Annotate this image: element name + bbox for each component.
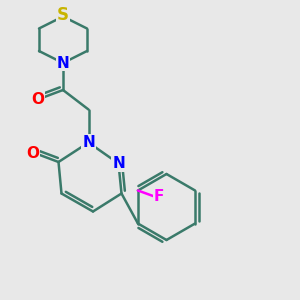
- Text: N: N: [57, 56, 69, 70]
- Text: F: F: [154, 189, 164, 204]
- Text: N: N: [82, 135, 95, 150]
- Text: S: S: [57, 6, 69, 24]
- Text: O: O: [31, 92, 44, 106]
- Text: N: N: [112, 156, 125, 171]
- Text: O: O: [26, 146, 40, 160]
